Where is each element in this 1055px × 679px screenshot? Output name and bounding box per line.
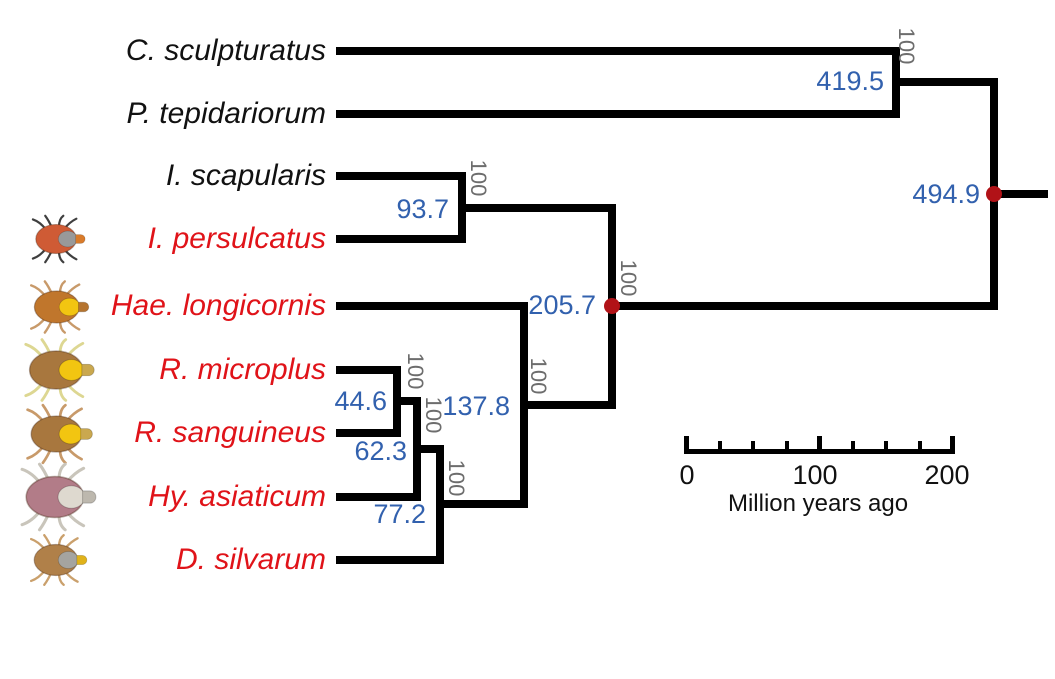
- tick-icon-d-silvarum: [29, 534, 88, 586]
- branch-c-sculpturatus: [336, 47, 900, 55]
- tip-label-i-persulcatus: I. persulcatus: [147, 222, 326, 255]
- node-age-494.9: 494.9: [912, 179, 980, 209]
- scale-bar-minor-tick: [718, 441, 722, 454]
- tip-label-hae-longicornis: Hae. longicornis: [110, 289, 326, 322]
- branch-i-scapularis: [336, 172, 466, 180]
- tip-label-hy-asiaticum: Hy. asiaticum: [148, 480, 326, 513]
- node-support-137.8: 100: [526, 357, 551, 395]
- scale-bar-minor-tick: [884, 441, 888, 454]
- stem-node-77.2: [440, 500, 528, 508]
- scale-bar-tick-200: [950, 436, 955, 454]
- scale-bar-minor-tick: [785, 441, 789, 454]
- stem-node-205.7: [612, 302, 998, 310]
- node-age-44.6: 44.6: [334, 386, 387, 416]
- node-age-77.2: 77.2: [373, 499, 426, 529]
- tick-icon-hae-longicornis: [30, 280, 90, 334]
- tip-label-r-sanguineus: R. sanguineus: [134, 416, 326, 449]
- scale-bar-minor-tick: [851, 441, 855, 454]
- node-support-205.7: 100: [616, 259, 641, 297]
- tick-icon-r-microplus: [24, 338, 95, 402]
- tip-label-i-scapularis: I. scapularis: [165, 159, 326, 192]
- node-age-137.8: 137.8: [442, 391, 510, 421]
- node-support-62.3: 100: [421, 396, 446, 434]
- node-dot-494.9: [986, 186, 1002, 202]
- node-support-419.5: 100: [894, 27, 919, 65]
- node-dot-205.7: [604, 298, 620, 314]
- node-age-419.5: 419.5: [816, 66, 884, 96]
- branch-hae-longicornis: [336, 302, 528, 310]
- tick-icon-r-sanguineus: [26, 403, 93, 465]
- scale-bar-tick-0: [684, 436, 689, 454]
- branch-r-microplus: [336, 366, 401, 374]
- tip-label-d-silvarum: D. silvarum: [175, 543, 326, 576]
- tick-icon-hy-asiaticum: [20, 462, 97, 532]
- tip-label-r-microplus: R. microplus: [159, 353, 326, 386]
- node-support-44.6: 100: [403, 352, 428, 390]
- node-age-62.3: 62.3: [354, 436, 407, 466]
- scale-bar-label-200: 200: [924, 460, 970, 490]
- scale-bar-label-0: 0: [679, 460, 695, 490]
- stem-node-137.8: [524, 401, 616, 409]
- branch-i-persulcatus: [336, 235, 466, 243]
- tick-icon-i-persulcatus: [31, 214, 86, 264]
- scale-bar-axis-label: Million years ago: [727, 490, 909, 517]
- node-age-205.7: 205.7: [528, 290, 596, 320]
- scale-bar-tick-100: [817, 436, 822, 454]
- scale-bar-label-100: 100: [792, 460, 838, 490]
- node-age-93.7: 93.7: [396, 194, 449, 224]
- tip-label-p-tepidariorum: P. tepidariorum: [126, 97, 326, 130]
- stem-node-62.3: [417, 445, 444, 453]
- branch-hy-asiaticum: [336, 493, 421, 501]
- stem-node-44.6: [397, 397, 421, 405]
- tip-label-c-sculpturatus: C. sculpturatus: [125, 34, 326, 67]
- scale-bar-minor-tick: [918, 441, 922, 454]
- branch-r-sanguineus: [336, 429, 401, 437]
- stem-root: [994, 190, 1048, 198]
- node-support-77.2: 100: [444, 459, 469, 497]
- branch-p-tepidariorum: [336, 110, 900, 118]
- stem-node-93.7: [462, 204, 616, 212]
- node-support-93.7: 100: [466, 159, 491, 197]
- stem-node-419.5: [896, 78, 998, 86]
- branch-d-silvarum: [336, 556, 444, 564]
- scale-bar-minor-tick: [751, 441, 755, 454]
